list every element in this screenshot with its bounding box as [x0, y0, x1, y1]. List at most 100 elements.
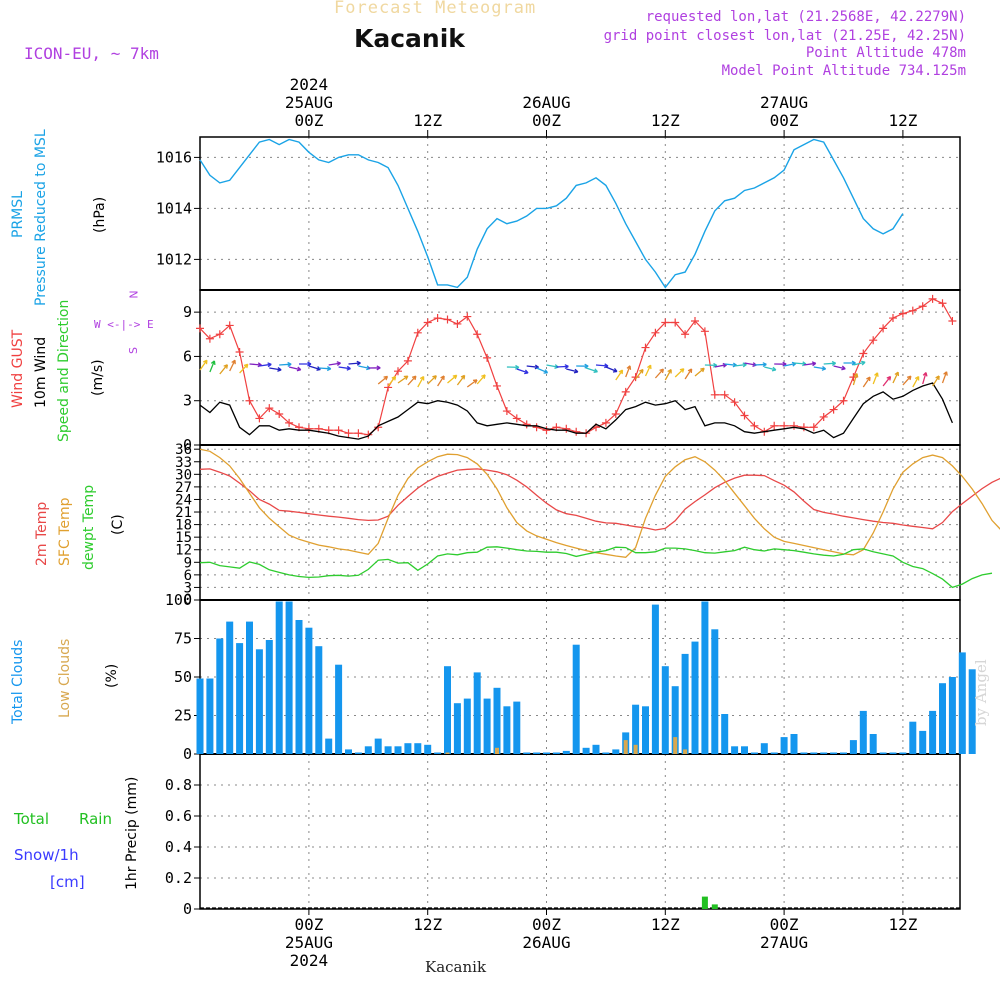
gust-marker — [423, 318, 432, 327]
low-cloud-bar — [673, 737, 678, 754]
total-cloud-bar — [552, 752, 560, 754]
point-altitude: Point Altitude 478m — [805, 45, 966, 61]
wind-direction-arrow — [941, 371, 948, 384]
ytick-label: 50 — [174, 668, 192, 686]
ytick-label: 36 — [175, 442, 192, 458]
wind-direction-arrow — [417, 375, 425, 388]
wind-direction-arrow — [576, 363, 589, 369]
wind-direction-arrow — [674, 368, 685, 378]
gust-marker — [453, 319, 462, 328]
total-cloud-bar — [493, 687, 501, 754]
total-cloud-bar — [889, 752, 897, 754]
wind-direction-arrow — [852, 373, 859, 386]
ytick-label: 100 — [165, 591, 192, 609]
total-cloud-bar — [325, 738, 333, 754]
pressure-label: Pressure Reduced to MSL — [33, 129, 49, 306]
gust-marker — [493, 381, 501, 390]
ytick-label: 9 — [184, 555, 192, 571]
gust-marker — [285, 418, 294, 427]
total-cloud-bar — [869, 734, 877, 754]
wind-direction-arrow — [229, 359, 236, 372]
wind-direction-arrow — [872, 372, 879, 385]
ytick-label: 3 — [183, 392, 192, 410]
ytick-label: 75 — [174, 630, 192, 648]
wind-direction-arrow — [299, 361, 312, 367]
wind-direction-arrow — [387, 375, 397, 387]
total-cloud-bar — [434, 752, 442, 754]
gust-marker — [542, 426, 551, 435]
total-cloud-bar — [414, 743, 422, 754]
prmsl-label: PRMSL — [10, 191, 26, 238]
ytick-label: 21 — [175, 505, 192, 521]
ytick-label: 6 — [184, 568, 192, 584]
gust-marker — [641, 343, 650, 352]
wind-direction-arrow — [754, 362, 767, 368]
total-cloud-bar — [543, 752, 550, 754]
snow-label: Snow/1h — [14, 846, 79, 864]
total-cloud-bar — [968, 669, 976, 754]
gust-marker — [898, 309, 907, 318]
bottom-time-label: 00Z — [532, 915, 561, 934]
gust-marker — [730, 398, 739, 407]
gust-marker — [473, 330, 482, 339]
gust-marker — [265, 404, 274, 413]
wind-direction-arrow — [269, 366, 282, 372]
gust-marker — [938, 299, 947, 308]
total-label: Total — [14, 810, 50, 828]
gust-marker — [720, 390, 729, 399]
bottom-time-label: 25AUG — [285, 933, 333, 952]
gust-marker — [809, 423, 818, 432]
ytick-label: 33 — [175, 455, 192, 471]
total-cloud-bar — [948, 677, 956, 754]
ytick-label: 0.4 — [165, 838, 192, 856]
ytick-label: 1014 — [156, 199, 192, 217]
top-time-label: 27AUG — [760, 93, 808, 112]
panel-frame — [199, 136, 961, 291]
top-time-label: 00Z — [532, 111, 561, 130]
ytick-label: 0 — [184, 592, 192, 608]
wind-direction-arrow — [734, 362, 747, 368]
wind-direction-arrow — [932, 375, 940, 387]
wind-direction-arrow — [764, 366, 777, 372]
total-cloud-bar — [909, 721, 917, 754]
wind-direction-arrow — [516, 368, 529, 375]
total-cloud-bar — [711, 629, 719, 754]
total-cloud-bar — [651, 604, 659, 754]
total-cloud-bar — [315, 646, 323, 754]
total-cloud-bar — [731, 746, 739, 754]
wind-direction-arrow — [605, 366, 618, 373]
gust-marker — [681, 330, 690, 339]
gust-marker — [413, 328, 422, 337]
gust-marker — [235, 348, 244, 356]
total-cloud-bar — [255, 649, 263, 754]
wind-direction-arrow — [803, 361, 817, 367]
wind-direction-arrow — [288, 366, 302, 372]
ytick-label: 0 — [183, 900, 192, 918]
bottom-time-label: 12Z — [413, 915, 442, 934]
rain-bar — [701, 896, 708, 909]
wind-direction-arrow — [615, 369, 624, 381]
gust-marker — [918, 302, 927, 311]
total-cloud-bar — [780, 737, 788, 754]
total-cloud-bar — [384, 746, 392, 754]
wind-direction-arrow — [397, 375, 409, 384]
gust-marker — [770, 421, 779, 430]
total-cloud-bar — [404, 743, 412, 754]
total-cloud-bar — [701, 601, 709, 754]
low-cloud-bar — [633, 744, 638, 754]
ytick-label: 0.8 — [165, 776, 192, 794]
gust-marker — [403, 356, 412, 365]
wind-direction-arrow — [348, 360, 361, 366]
wind-direction-arrow — [279, 361, 292, 367]
gust-marker — [443, 315, 452, 324]
gust-marker — [839, 396, 848, 405]
wind-direction-arrow — [328, 361, 341, 367]
total-cloud-bar — [444, 666, 451, 754]
gust-marker — [948, 317, 957, 325]
total-cloud-bar — [681, 653, 689, 754]
wind-direction-arrow — [199, 359, 208, 371]
total-cloud-bar — [424, 744, 432, 754]
total-cloud-bar — [721, 714, 729, 754]
total-cloud-bar — [295, 620, 303, 754]
wind-10m-label: 10m Wind — [33, 336, 49, 408]
